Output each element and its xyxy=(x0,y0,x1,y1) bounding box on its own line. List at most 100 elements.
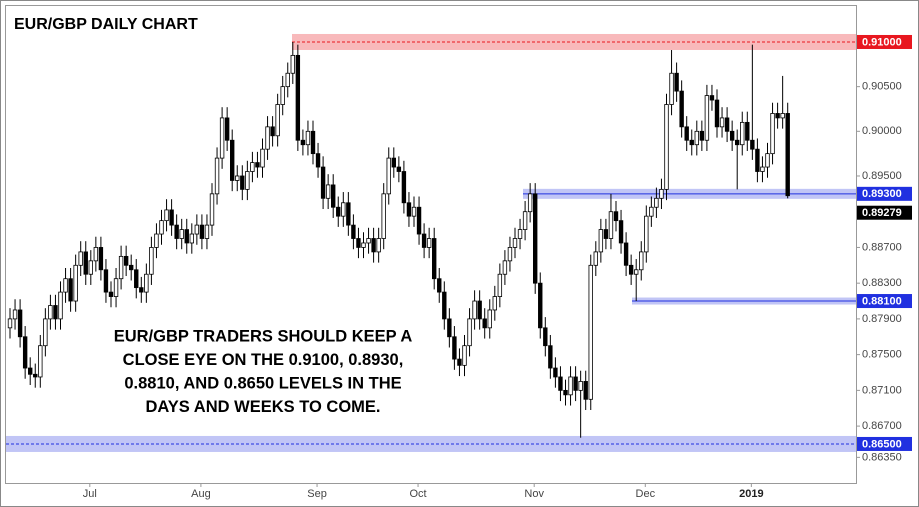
y-tick-label: 0.90500 xyxy=(862,81,902,93)
candle-body xyxy=(694,130,699,146)
candle-body xyxy=(159,220,164,235)
candle-body xyxy=(361,242,366,248)
candle-body xyxy=(755,148,760,172)
candle-body xyxy=(22,336,28,369)
level-label-box xyxy=(857,294,912,309)
candle-body xyxy=(341,202,346,217)
candle-body xyxy=(275,104,280,137)
candle-body xyxy=(224,117,230,141)
candle-body xyxy=(320,166,326,199)
candle-body xyxy=(623,242,629,266)
candle-body xyxy=(457,358,462,366)
candle-body xyxy=(366,238,371,244)
candle-body xyxy=(401,171,407,204)
last-price-box xyxy=(857,205,912,220)
candle-body xyxy=(78,251,83,266)
candle-body xyxy=(603,229,609,239)
candle-body xyxy=(310,130,316,155)
candle-body xyxy=(240,175,245,190)
candle-body xyxy=(613,211,619,222)
candle-body xyxy=(235,175,240,181)
candle-body xyxy=(517,229,523,239)
candle-body xyxy=(548,345,553,369)
x-tick-label: Nov xyxy=(524,488,544,500)
candle-body xyxy=(154,233,159,248)
candle-body xyxy=(376,238,381,253)
candle-body xyxy=(709,95,715,101)
x-tick-label: Sep xyxy=(307,488,327,500)
candle-body xyxy=(174,224,179,239)
y-tick-label: 0.88700 xyxy=(862,241,902,253)
candle-body xyxy=(664,104,669,190)
candle-body xyxy=(209,193,215,226)
candle-body xyxy=(406,202,412,217)
candle-body xyxy=(139,287,144,293)
candle-body xyxy=(431,238,437,280)
candle-body xyxy=(487,309,492,329)
candle-body xyxy=(164,209,169,222)
level-label: 0.88100 xyxy=(862,295,902,307)
candle-body xyxy=(588,264,593,400)
x-tick-label: 2019 xyxy=(739,488,763,500)
candle-body xyxy=(669,72,674,105)
candle-body xyxy=(73,264,78,302)
candle-body xyxy=(659,188,664,199)
candle-body xyxy=(740,121,745,146)
candle-body xyxy=(770,113,775,155)
level-label: 0.86500 xyxy=(862,438,902,450)
y-tick-label: 0.88300 xyxy=(862,277,902,289)
candle-body xyxy=(179,229,184,239)
candle-body xyxy=(53,305,58,320)
candle-body xyxy=(280,86,285,105)
candle-body xyxy=(497,273,503,297)
level-label-box xyxy=(857,436,912,451)
y-tick-label: 0.87100 xyxy=(862,384,902,396)
candle-body xyxy=(452,336,457,360)
candle-body xyxy=(68,278,73,302)
candle-body xyxy=(654,197,659,208)
y-tick-label: 0.89500 xyxy=(862,170,902,182)
candle-body xyxy=(719,117,725,128)
x-tick-label: Aug xyxy=(191,488,211,500)
candle-body xyxy=(184,229,189,244)
level-label-box xyxy=(857,186,912,201)
candle-body xyxy=(118,255,124,280)
candle-body xyxy=(351,224,356,239)
candle-body xyxy=(735,139,740,146)
candle-body xyxy=(482,318,487,329)
annotation: 0.8810, AND 0.8650 LEVELS IN THE xyxy=(124,374,401,392)
candle-body xyxy=(492,296,497,311)
candle-body xyxy=(33,373,38,378)
candle-body xyxy=(750,139,755,150)
candle-body xyxy=(27,367,33,375)
candle-body xyxy=(336,206,341,217)
candle-body xyxy=(386,157,391,195)
candle-body xyxy=(144,273,149,293)
candle-body xyxy=(305,130,311,146)
candle-body xyxy=(689,139,694,146)
candle-body xyxy=(396,166,402,172)
candle-body xyxy=(684,126,689,141)
candle-body xyxy=(123,255,129,266)
candle-body xyxy=(639,251,644,271)
candle-body xyxy=(411,206,417,217)
candle-body xyxy=(391,157,396,168)
y-tick-label: 0.86350 xyxy=(862,451,902,463)
candle-body xyxy=(245,171,250,190)
candle-body xyxy=(472,300,477,320)
candle-body xyxy=(93,247,99,262)
candle-body xyxy=(512,238,518,248)
candle-body xyxy=(189,233,194,244)
candle-body xyxy=(447,318,452,338)
candle-body xyxy=(644,215,649,253)
candle-body xyxy=(270,126,275,137)
candle-body xyxy=(780,113,785,119)
candle-body xyxy=(134,269,139,289)
last-price-label: 0.89279 xyxy=(862,207,902,219)
level-label-box xyxy=(857,34,912,49)
candle-body xyxy=(38,345,43,378)
candle-body xyxy=(598,229,604,253)
candle-body xyxy=(315,153,321,168)
candle-body xyxy=(553,367,558,378)
annotation: CLOSE EYE ON THE 0.9100, 0.8930, xyxy=(123,351,404,369)
